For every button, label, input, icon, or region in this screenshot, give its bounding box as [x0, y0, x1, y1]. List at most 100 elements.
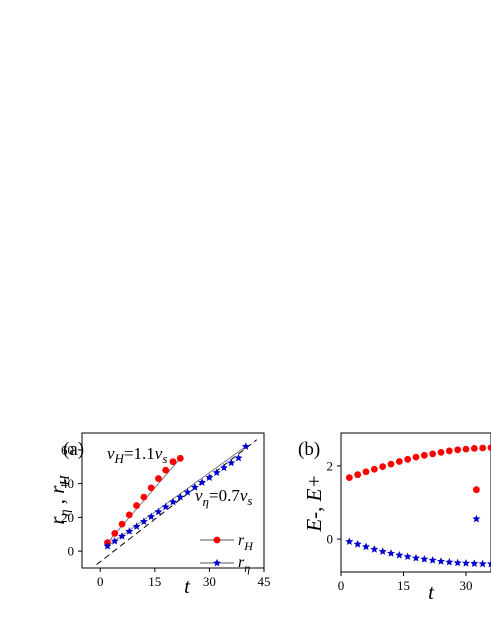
- data-point-star: [462, 559, 470, 567]
- data-point-star: [219, 463, 228, 472]
- guide-line-dashed: [96, 439, 258, 566]
- ann-veta-var2: v: [240, 486, 248, 505]
- y-title-r-eta-sub: η: [58, 509, 73, 516]
- panel-a-guide-line: [96, 439, 258, 566]
- data-point-star: [241, 442, 250, 450]
- ann-vh-var2: v: [155, 444, 163, 463]
- data-point-star: [445, 557, 454, 566]
- data-point-circle: [487, 444, 491, 452]
- legend-marker-circle: [473, 486, 480, 494]
- data-point-circle: [345, 474, 353, 482]
- data-point-star: [212, 468, 221, 477]
- data-point-star: [147, 512, 156, 521]
- data-point-circle: [404, 455, 412, 463]
- data-point-star: [198, 478, 207, 486]
- data-point-circle: [176, 454, 184, 462]
- annotation-v-h: vH=1.1vs: [107, 444, 167, 466]
- x-tick-label: 30: [460, 578, 473, 593]
- panel-a-x-axis-title: t: [184, 574, 191, 598]
- ann-veta-var: v: [195, 486, 203, 505]
- data-point-star: [234, 453, 243, 462]
- x-tick-label: 45: [258, 574, 271, 589]
- data-point-circle: [429, 450, 437, 458]
- legend-r-h-sub: H: [243, 539, 254, 553]
- x-tick-label: 15: [397, 578, 410, 593]
- data-point-star: [139, 517, 148, 525]
- data-point-circle: [470, 444, 478, 452]
- legend-r-eta-sub: η: [244, 561, 250, 575]
- data-point-circle: [437, 448, 445, 456]
- data-point-circle: [412, 453, 420, 461]
- ann-vh-sub2: s: [162, 451, 167, 466]
- x-tick-label: 30: [203, 574, 216, 589]
- y-tick-label: 0: [68, 544, 75, 559]
- legend-r-h-base: r: [238, 532, 245, 549]
- ann-vh-value: =1.1: [124, 444, 155, 463]
- data-point-star: [412, 553, 420, 562]
- data-point-circle: [445, 447, 453, 455]
- data-point-circle: [479, 444, 487, 452]
- data-point-star: [345, 537, 354, 546]
- data-point-circle: [387, 460, 395, 468]
- y-title-separator: ,: [45, 494, 69, 510]
- panel-a-legend: rH rη: [200, 532, 254, 575]
- ann-vh-sub: H: [114, 451, 125, 466]
- x-tick-label: 15: [148, 574, 161, 589]
- data-point-star: [190, 483, 199, 491]
- data-point-circle: [162, 466, 170, 474]
- x-tick-label: 0: [338, 578, 345, 593]
- data-point-star: [110, 536, 119, 545]
- data-point-circle: [169, 458, 177, 466]
- data-point-star: [487, 559, 491, 568]
- data-point-star: [403, 552, 412, 561]
- ann-vh-var: v: [107, 444, 115, 463]
- legend-r-h-label: rH: [238, 532, 254, 553]
- legend-r-h-marker: [213, 536, 221, 544]
- data-point-star: [169, 497, 177, 506]
- data-point-circle: [133, 502, 141, 509]
- data-point-circle: [147, 484, 155, 492]
- x-tick-label: 0: [97, 574, 104, 589]
- legend-r-eta-base: r: [238, 554, 245, 571]
- panel-b-ticks: 0 15 30 0 2: [327, 458, 473, 593]
- data-point-star: [420, 555, 429, 563]
- y-tick-label: 20: [61, 510, 74, 525]
- y-tick-label: 2: [327, 458, 334, 473]
- data-point-star: [103, 541, 112, 550]
- panel-b-x-axis-title: t: [428, 580, 435, 604]
- data-point-circle: [420, 451, 428, 459]
- y-tick-label: 0: [327, 532, 334, 547]
- panel-a-plot-frame: [81, 432, 265, 569]
- data-point-star: [227, 458, 236, 467]
- data-point-star: [395, 550, 404, 559]
- data-point-star: [205, 473, 214, 481]
- data-point-circle: [379, 463, 387, 471]
- panel-a-y-axis-title: rη , rH: [45, 475, 73, 525]
- y-title-r-h-sub: H: [58, 475, 73, 487]
- legend-marker-star: [472, 514, 481, 523]
- data-point-star: [132, 522, 141, 530]
- legend-r-eta-label: rη: [238, 554, 250, 575]
- panel-a-ticks: 0 15 30 45 0 20 40 60: [61, 442, 271, 589]
- data-point-star: [154, 507, 163, 516]
- data-point-circle: [111, 530, 119, 537]
- annotation-v-eta: vη=0.7vs: [195, 486, 252, 509]
- data-point-star: [370, 545, 379, 553]
- panel-a-marks: [103, 442, 250, 550]
- data-point-star: [125, 527, 134, 535]
- data-point-circle: [454, 446, 462, 454]
- data-point-star: [353, 540, 362, 548]
- panel-b-marks: [345, 444, 491, 568]
- series-fit-line: [107, 446, 247, 547]
- panel-b-label: (b): [298, 439, 320, 460]
- panel-b-plot-frame: [340, 432, 491, 573]
- panel-a-label: (a): [63, 439, 84, 460]
- data-point-star: [362, 542, 370, 551]
- data-point-star: [453, 558, 462, 567]
- ann-veta-sub: η: [203, 494, 209, 509]
- y-tick-label: 40: [61, 476, 74, 491]
- data-point-circle: [370, 465, 378, 473]
- ann-veta-value: =0.7: [209, 486, 240, 505]
